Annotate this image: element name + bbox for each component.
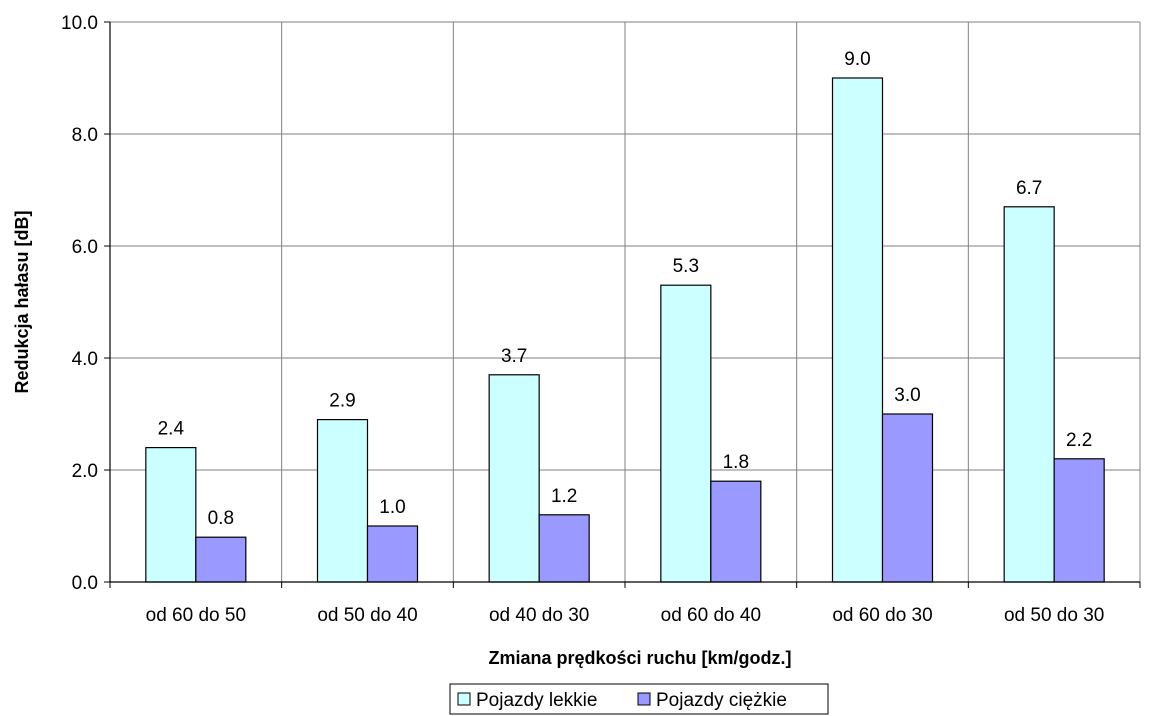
y-tick-label: 10.0: [61, 13, 98, 34]
grid-lines: [110, 21, 1141, 582]
bar: [195, 536, 247, 583]
bar: [488, 374, 540, 583]
data-label: 6.7: [1016, 178, 1042, 199]
data-label: 5.3: [673, 256, 699, 277]
data-label: 3.0: [894, 385, 920, 406]
x-axis-title: Zmiana prędkości ruchu [km/godz.]: [488, 648, 791, 668]
bar: [710, 480, 762, 583]
x-tick-label: od 50 do 40: [317, 605, 417, 626]
bar: [316, 419, 369, 583]
data-label: 3.7: [501, 346, 527, 367]
bar: [366, 525, 419, 583]
y-tick-label: 4.0: [72, 349, 98, 370]
bar: [831, 77, 884, 583]
data-label: 2.9: [329, 391, 355, 412]
bar: [538, 514, 590, 583]
data-label: 1.2: [551, 486, 577, 507]
bar: [660, 284, 712, 583]
x-tick-label: od 60 do 30: [832, 605, 932, 626]
x-axis-ticks: od 60 do 50 od 50 do 40 od 40 do 30 od 60 d…: [109, 582, 1141, 626]
legend-swatch: [637, 692, 651, 706]
data-labels: 2.4 2.9 3.7 5.3 9.0 6.7 0.8 1.0 1.2 1.8 3.0 2.2: [158, 49, 1093, 529]
data-label: 0.8: [208, 508, 234, 529]
y-tick-label: 6.0: [72, 237, 98, 258]
legend-swatch: [457, 692, 471, 706]
legend-label: Pojazdy lekkie: [476, 690, 597, 711]
data-label: 1.8: [723, 452, 749, 473]
legend-label: Pojazdy ciężkie: [656, 690, 787, 711]
bar: [881, 413, 934, 583]
y-tick-label: 2.0: [72, 461, 98, 482]
bar: [1053, 458, 1105, 583]
data-label: 2.2: [1066, 430, 1092, 451]
y-axis-title: Redukcja hałasu [dB]: [12, 210, 32, 393]
bars: [145, 77, 1105, 583]
legend: Pojazdy lekkie Pojazdy ciężkie: [449, 683, 829, 715]
y-tick-label: 0.0: [72, 573, 98, 594]
x-tick-label: od 40 do 30: [489, 605, 589, 626]
bar: [145, 447, 197, 583]
x-tick-label: od 60 do 50: [146, 605, 246, 626]
bar: [1003, 206, 1055, 583]
x-tick-label: od 60 do 40: [661, 605, 761, 626]
data-label: 2.4: [158, 419, 185, 440]
data-label: 1.0: [379, 497, 405, 518]
y-tick-label: 8.0: [72, 125, 98, 146]
data-label: 9.0: [844, 49, 870, 70]
y-axis-ticks: 0.0 2.0 4.0 6.0 8.0 10.0: [61, 13, 110, 594]
x-tick-label: od 50 do 30: [1004, 605, 1104, 626]
